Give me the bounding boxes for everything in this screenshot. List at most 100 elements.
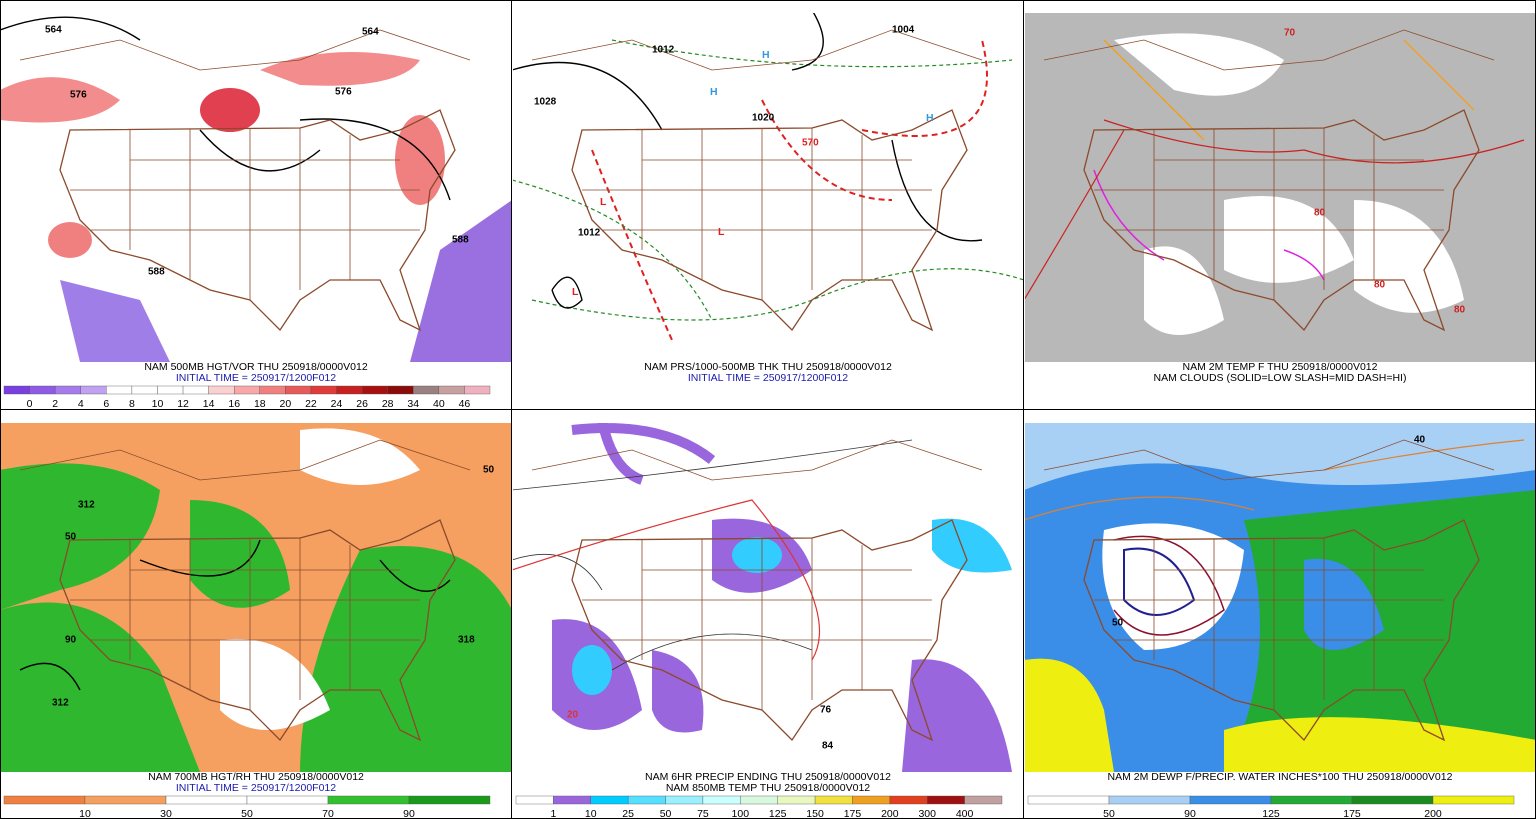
map-label: 588 xyxy=(148,267,165,278)
colorbar-label: 22 xyxy=(305,398,317,410)
colorbar-swatch xyxy=(702,795,741,805)
colorbar-label: 400 xyxy=(956,808,974,819)
colorbar-swatch xyxy=(1189,795,1272,805)
colorbar-label: 175 xyxy=(844,808,862,819)
colorbar-label: 75 xyxy=(697,808,709,819)
colorbar-label: 25 xyxy=(622,808,634,819)
colorbar-swatch xyxy=(131,385,158,395)
colorbar-label: 125 xyxy=(1262,808,1280,819)
colorbar-swatch xyxy=(246,795,329,805)
colorbar-label: 34 xyxy=(407,398,419,410)
map xyxy=(1025,13,1535,362)
colorbar-swatch xyxy=(964,795,1003,805)
map-label: 312 xyxy=(52,698,69,709)
panel: 1028 1012 1020 1012 1004 570 L L L H H H… xyxy=(513,13,1023,384)
map-label: 576 xyxy=(70,90,87,101)
map-label: 80 xyxy=(1374,280,1386,291)
map-label: 318 xyxy=(458,635,475,646)
caption: NAM 850MB TEMP THU 250918/0000V012 xyxy=(666,782,870,794)
low-symbol: L xyxy=(600,196,607,208)
map-label: 84 xyxy=(822,741,834,752)
panel: 50 50 312 312 90 318 NAM 700MB HGT/RH TH… xyxy=(1,423,511,819)
colorbar-swatch xyxy=(3,385,30,395)
colorbar-label: 12 xyxy=(177,398,189,410)
panel: 564 576 576 564 588 588 NAM 500MB HGT/VO… xyxy=(1,13,511,410)
caption: NAM 500MB HGT/VOR THU 250918/0000V012 xyxy=(144,361,367,373)
colorbar-label: 175 xyxy=(1343,808,1361,819)
colorbar-swatch xyxy=(29,385,56,395)
panel: 50 40 NAM 2M DEWP F/PRECIP. WATER INCHES… xyxy=(1025,423,1535,819)
map-label: 1004 xyxy=(892,25,915,36)
colorbar-swatch xyxy=(927,795,965,805)
colorbar-label: 90 xyxy=(1184,808,1196,819)
caption: NAM 2M DEWP F/PRECIP. WATER INCHES*100 T… xyxy=(1108,771,1453,783)
colorbar-swatch xyxy=(285,385,312,395)
colorbar-swatch xyxy=(438,385,465,395)
colorbar-label: 8 xyxy=(129,398,135,410)
panel: 84 76 20 NAM 6HR PRECIP ENDING THU 25091… xyxy=(513,423,1023,819)
colorbar-swatch xyxy=(3,795,86,805)
colorbar-label: 50 xyxy=(1103,808,1115,819)
colorbar-swatch xyxy=(553,795,591,805)
colorbar-label: 10 xyxy=(79,808,91,819)
colorbar-swatch xyxy=(310,385,337,395)
high-symbol: H xyxy=(926,112,934,124)
colorbar-label: 40 xyxy=(433,398,445,410)
colorbar-swatch xyxy=(413,385,440,395)
colorbar-label: 6 xyxy=(103,398,109,410)
colorbar-swatch xyxy=(1351,795,1434,805)
colorbar-label: 4 xyxy=(78,398,84,410)
map-label: 40 xyxy=(1414,435,1426,446)
colorbar-label: 30 xyxy=(160,808,172,819)
colorbar-swatch xyxy=(259,385,286,395)
colorbar-label: 90 xyxy=(403,808,415,819)
colorbar-swatch xyxy=(1432,795,1515,805)
high-symbol: H xyxy=(762,49,770,61)
colorbar-label: 200 xyxy=(881,808,899,819)
low-symbol: L xyxy=(718,226,725,238)
colorbar-swatch xyxy=(740,795,778,805)
colorbar-swatch xyxy=(327,795,410,805)
colorbar-swatch xyxy=(361,385,388,395)
caption: NAM CLOUDS (SOLID=LOW SLASH=MID DASH=HI) xyxy=(1154,372,1407,384)
colorbar-label: 10 xyxy=(585,808,597,819)
colorbar-label: 70 xyxy=(322,808,334,819)
caption: NAM 6HR PRECIP ENDING THU 250918/0000V01… xyxy=(645,771,891,783)
map-label: 576 xyxy=(335,87,352,98)
caption: NAM 700MB HGT/RH THU 250918/0000V012 xyxy=(148,771,364,783)
colorbar-swatch xyxy=(182,385,209,395)
map xyxy=(1025,423,1535,772)
map xyxy=(513,423,1023,772)
colorbar-swatch xyxy=(408,795,491,805)
colorbar-label: 14 xyxy=(203,398,215,410)
colorbar-label: 46 xyxy=(459,398,471,410)
colorbar-label: 150 xyxy=(806,808,824,819)
map-label: 1028 xyxy=(534,97,557,108)
colorbar-swatch xyxy=(84,795,167,805)
colorbar-swatch xyxy=(106,385,133,395)
colorbar-label: 28 xyxy=(382,398,394,410)
map-label: 20 xyxy=(567,710,579,721)
colorbar-swatch xyxy=(1027,795,1110,805)
map-label: 1020 xyxy=(752,113,775,124)
panel: 70 80 80 80 NAM 2M TEMP F THU 250918/000… xyxy=(1025,13,1535,384)
map-label: 50 xyxy=(1112,618,1124,629)
colorbar-swatch xyxy=(80,385,107,395)
caption: INITIAL TIME = 250917/1200F012 xyxy=(176,782,336,794)
map-label: 588 xyxy=(452,235,469,246)
caption: INITIAL TIME = 250917/1200F012 xyxy=(688,372,848,384)
colorbar-swatch xyxy=(889,795,928,805)
map-label: 76 xyxy=(820,705,832,716)
map-label: 1012 xyxy=(652,45,675,56)
colorbar-swatch xyxy=(627,795,666,805)
map-label: 80 xyxy=(1454,305,1466,316)
colorbar-label: 18 xyxy=(254,398,266,410)
colorbar-swatch xyxy=(165,795,248,805)
colorbar-swatch xyxy=(464,385,491,395)
colorbar-label: 20 xyxy=(280,398,292,410)
map-label: 1012 xyxy=(578,228,601,239)
colorbar-swatch xyxy=(1108,795,1191,805)
colorbar-label: 125 xyxy=(769,808,787,819)
colorbar-swatch xyxy=(387,385,414,395)
